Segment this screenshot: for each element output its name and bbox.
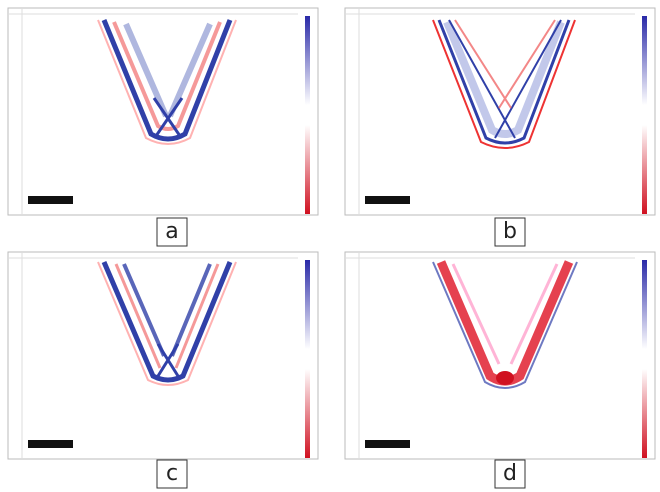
panel-label: d [503, 461, 517, 486]
panel-d [344, 251, 656, 460]
label-a: a [156, 217, 188, 247]
label-c: c [156, 459, 188, 489]
label-d: d [494, 459, 526, 489]
panel-label: b [503, 219, 517, 244]
panel-c [7, 251, 319, 460]
panel-label: c [166, 461, 178, 486]
panel-a [7, 7, 319, 216]
panel-b [344, 7, 656, 216]
panel-label: a [165, 219, 178, 244]
label-b: b [494, 217, 526, 247]
